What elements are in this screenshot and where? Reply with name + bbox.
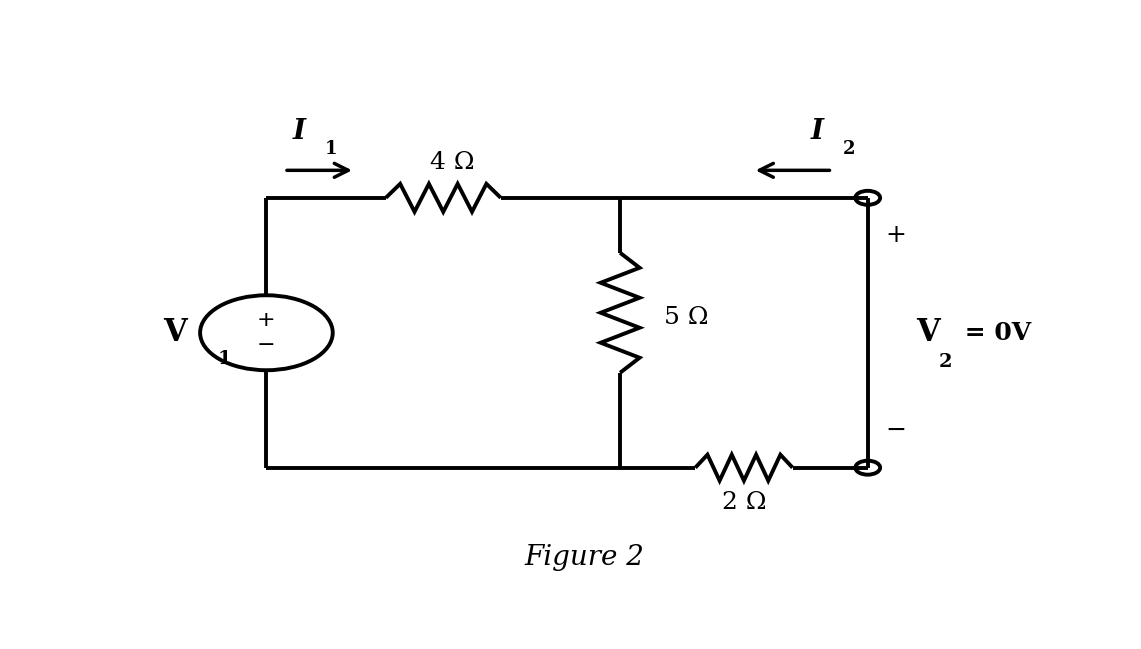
Text: 5 Ω: 5 Ω — [664, 306, 709, 329]
Text: −: − — [257, 336, 276, 355]
Text: 2: 2 — [843, 140, 856, 158]
Text: 4 Ω: 4 Ω — [430, 151, 475, 175]
Text: 1: 1 — [218, 350, 232, 368]
Text: +: + — [257, 310, 276, 330]
Text: +: + — [885, 223, 906, 247]
Text: V: V — [916, 317, 940, 349]
Text: I: I — [810, 118, 824, 145]
Text: I: I — [293, 118, 306, 145]
Text: 1: 1 — [325, 140, 338, 158]
Text: V: V — [163, 317, 187, 349]
Text: −: − — [885, 418, 907, 442]
Text: = 0V: = 0V — [956, 321, 1031, 345]
Text: 2: 2 — [939, 353, 952, 371]
Text: 2 Ω: 2 Ω — [721, 491, 767, 514]
Text: Figure 2: Figure 2 — [525, 544, 645, 571]
